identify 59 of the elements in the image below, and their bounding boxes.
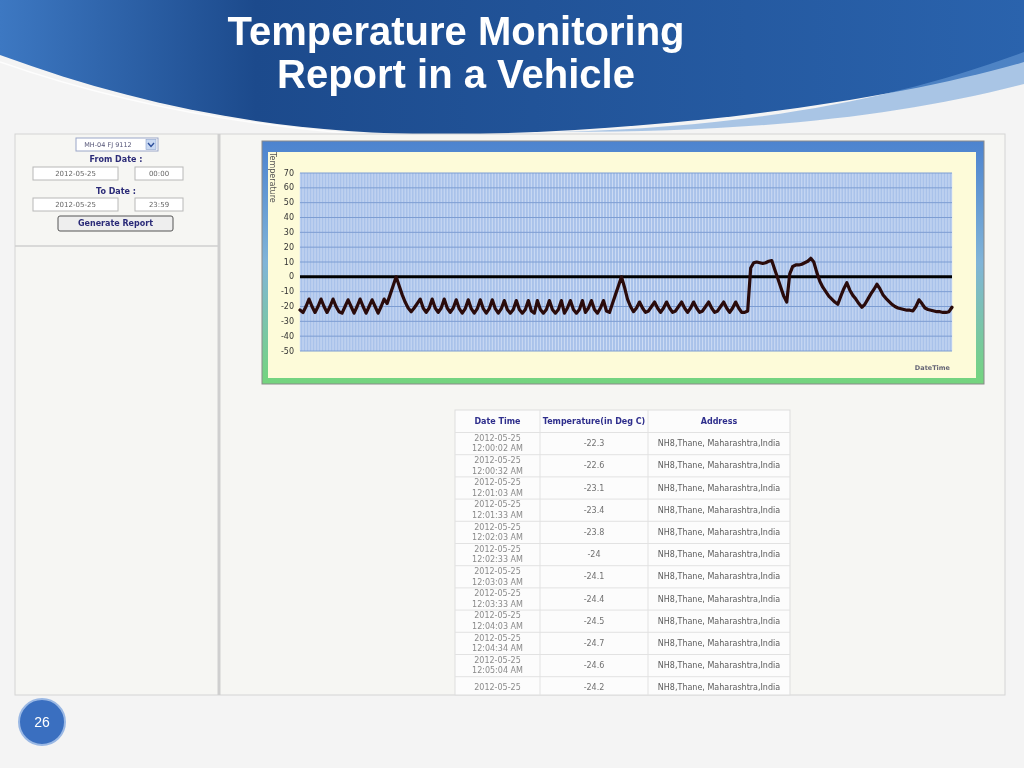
text: NH8,Thane, Maharashtra,India <box>657 439 781 449</box>
text: 2012-05-25 12:05:04 AM <box>472 655 524 676</box>
text: -24.2 <box>583 683 605 693</box>
text: NH8,Thane, Maharashtra,India <box>657 616 781 626</box>
text: 2012-05-25 <box>474 683 521 693</box>
chart-title: Temperature Monitoring Report in a Vehicle <box>227 9 685 96</box>
y-tick-label: 40 <box>283 213 294 222</box>
text: -22.3 <box>583 439 605 449</box>
text: 2012-05-25 12:00:32 AM <box>472 456 524 476</box>
text: 2012-05-25 12:00:02 AM <box>472 433 524 454</box>
text: 2012-05-25 12:04:34 AM <box>472 633 524 654</box>
text: To Date : <box>96 186 136 196</box>
y-tick-label: -20 <box>280 302 294 311</box>
text: -23.1 <box>583 483 605 493</box>
text: NH8,Thane, Maharashtra,India <box>657 483 781 493</box>
y-tick-label: -50 <box>280 346 294 356</box>
text: Address <box>700 416 738 426</box>
text: -23.8 <box>583 527 605 537</box>
y-tick-label: -10 <box>280 287 294 297</box>
text: 2012-05-25 12:02:33 AM <box>472 544 524 565</box>
text: -23.4 <box>583 505 605 515</box>
text: NH8,Thane, Maharashtra,India <box>657 550 781 560</box>
y-tick-label: 0 <box>288 272 294 282</box>
y-tick-label: 10 <box>283 257 294 267</box>
text: -24.7 <box>583 638 605 648</box>
y-tick-label: 30 <box>283 227 294 237</box>
y-axis-title: Temperature <box>268 151 277 203</box>
text: -24.5 <box>583 616 605 626</box>
text: 26 <box>34 714 50 730</box>
y-tick-label: 70 <box>283 168 294 178</box>
text: NH8,Thane, Maharashtra,India <box>657 572 781 582</box>
y-tick-label: -40 <box>280 331 294 341</box>
text: 2012-05-25 12:01:03 AM <box>472 478 524 498</box>
text: 2012-05-25 12:02:03 AM <box>472 522 524 543</box>
text: -22.6 <box>583 461 605 471</box>
text: NH8,Thane, Maharashtra,India <box>657 661 781 671</box>
text: NH8,Thane, Maharashtra,India <box>657 505 781 515</box>
y-tick-label: 60 <box>283 183 294 193</box>
text: -24.4 <box>583 594 605 604</box>
text: NH8,Thane, Maharashtra,India <box>657 594 781 604</box>
y-tick-label: 20 <box>283 242 294 252</box>
text: 2012-05-25 12:01:33 AM <box>472 500 524 520</box>
text: -24 <box>587 550 601 560</box>
text: Generate Report <box>77 219 154 228</box>
text: From Date : <box>89 154 143 164</box>
text: Date Time <box>474 416 522 426</box>
text: NH8,Thane, Maharashtra,India <box>657 683 781 693</box>
text: -24.6 <box>583 661 605 671</box>
y-tick-label: 50 <box>283 198 294 208</box>
text: NH8,Thane, Maharashtra,India <box>657 638 781 648</box>
text: Temperature(in Deg C) <box>542 416 646 426</box>
text: 2012-05-25 12:03:33 AM <box>472 589 524 609</box>
y-tick-label: -30 <box>280 316 294 326</box>
text: 2012-05-25 12:03:03 AM <box>472 567 524 587</box>
text: 2012-05-25 12:04:03 AM <box>472 611 524 631</box>
text: -24.1 <box>583 572 605 582</box>
text: NH8,Thane, Maharashtra,India <box>657 461 781 471</box>
text: NH8,Thane, Maharashtra,India <box>657 527 781 537</box>
line-series <box>298 256 954 315</box>
